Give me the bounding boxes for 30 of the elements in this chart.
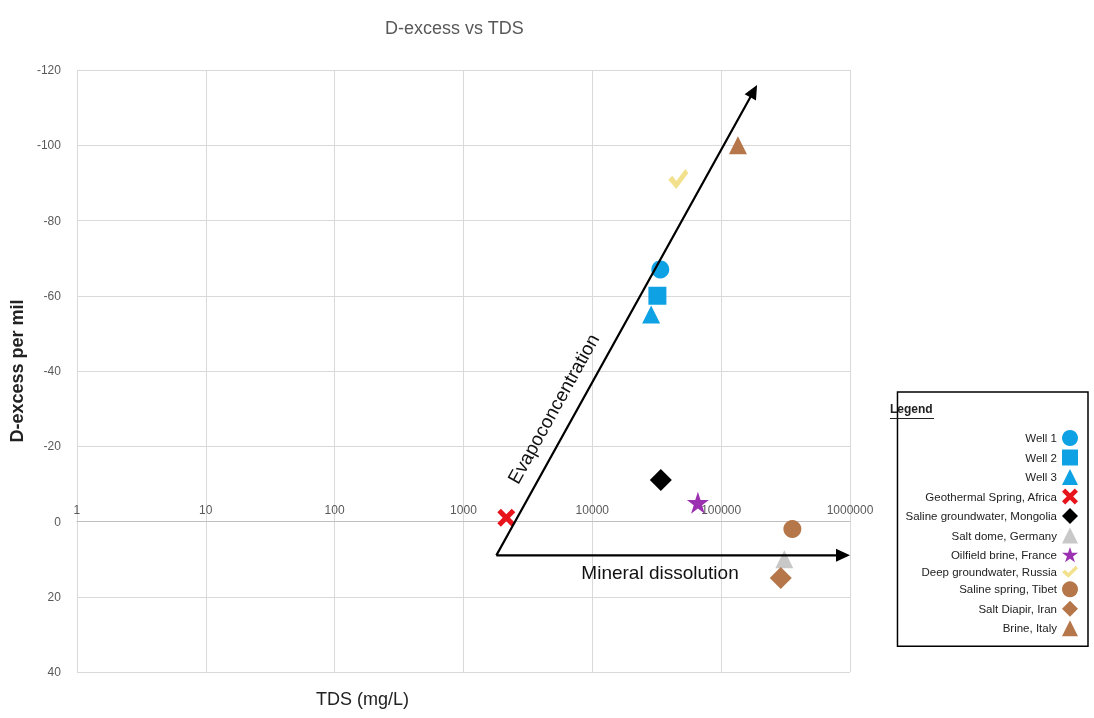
y-tick-label: -100 [36,138,62,153]
legend-label: Salt Diapir, Iran [978,602,1057,615]
y-tick-label: -60 [43,288,62,303]
y-tick-label: -20 [43,439,62,454]
y-tick-label: -80 [43,213,62,228]
x-tick-label: 10 [199,502,213,517]
x-tick-label: 1000000 [826,502,874,517]
legend-label: Saline groundwater, Mongolia [905,510,1058,522]
chart-title: D-excess vs TDS [385,18,524,38]
x-tick-label: 1000 [450,502,478,517]
legend-label: Well 3 [1025,471,1057,483]
x-axis-title: TDS (mg/L) [315,689,410,709]
y-tick-label: 0 [54,514,62,529]
legend-label: Salt dome, Germany [951,529,1058,542]
legend-label: Deep groundwater, Russia [921,565,1058,578]
legend-label: Geothermal Spring, Africa [925,490,1058,503]
x-tick-label: 1 [73,502,81,517]
y-axis-title: D-excess per mil [7,299,27,443]
y-tick-label: 20 [47,589,62,604]
legend-label: Oilfield brine, France [950,548,1057,561]
annotation: Mineral dissolution [581,562,739,584]
y-tick-label: -120 [36,63,62,77]
legend-label: Brine, Italy [1002,622,1058,635]
x-tick-label: 10000 [575,502,610,517]
legend-label: Saline spring, Tibet [959,583,1058,596]
y-tick-label: 40 [47,665,62,679]
y-tick-label: -40 [43,364,62,378]
legend-label: Well 1 [1025,432,1057,444]
x-tick-label: 100 [324,502,345,517]
legend-label: Well 2 [1025,451,1057,464]
